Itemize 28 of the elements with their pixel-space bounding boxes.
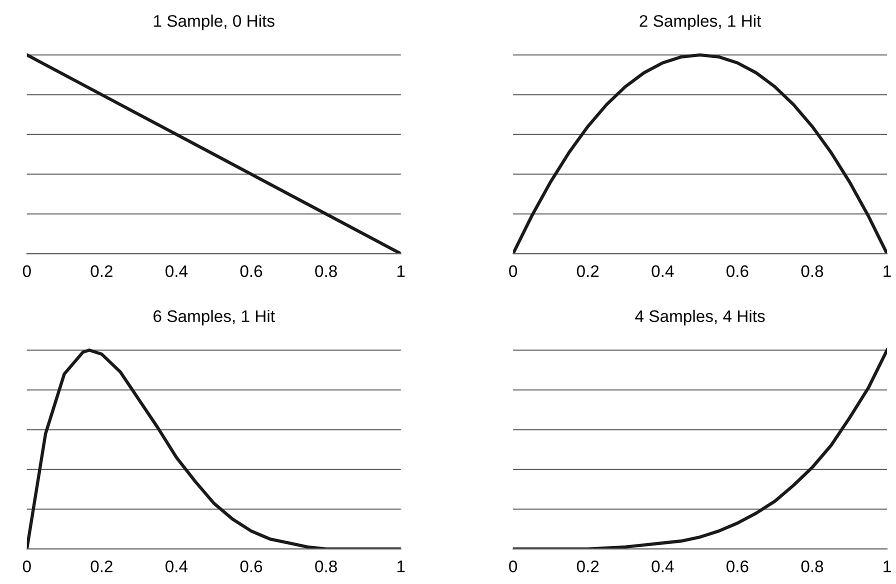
x-tick-label: 0.4 (652, 560, 674, 572)
x-tick-label: 0.6 (240, 560, 262, 572)
x-tick-label: 0.2 (90, 560, 112, 572)
x-tick-label: 0.2 (90, 265, 112, 278)
x-tick-label: 0.8 (801, 560, 824, 572)
x-tick-label: 0.4 (166, 560, 188, 572)
chart-title: 1 Sample, 0 Hits (154, 14, 274, 30)
x-tick-label: 0.4 (652, 265, 674, 278)
x-tick-label: 1 (398, 265, 405, 277)
x-tick-label: 0 (22, 560, 31, 572)
x-tick-label: 1 (884, 265, 891, 277)
x-tick-label: 1 (398, 560, 405, 572)
x-tick-label: 0 (509, 560, 518, 572)
x-tick-label: 0.2 (576, 560, 599, 572)
x-tick-label: 0.2 (576, 265, 599, 278)
chart-title: 2 Samples, 1 Hit (640, 14, 762, 30)
chart-title: 6 Samples, 1 Hit (154, 310, 275, 326)
x-tick-label: 0.6 (726, 265, 748, 278)
x-tick-label: 0.8 (315, 560, 337, 572)
x-tick-label: 0.8 (801, 265, 824, 278)
x-tick-label: 0 (509, 265, 518, 278)
x-tick-label: 1 (884, 560, 891, 572)
chart-title: 4 Samples, 4 Hits (635, 310, 765, 326)
x-tick-label: 0.6 (726, 560, 748, 572)
x-tick-label: 0.4 (166, 265, 188, 278)
x-tick-label: 0 (22, 265, 31, 278)
x-tick-label: 0.6 (240, 265, 262, 278)
x-tick-label: 0.8 (315, 265, 337, 278)
